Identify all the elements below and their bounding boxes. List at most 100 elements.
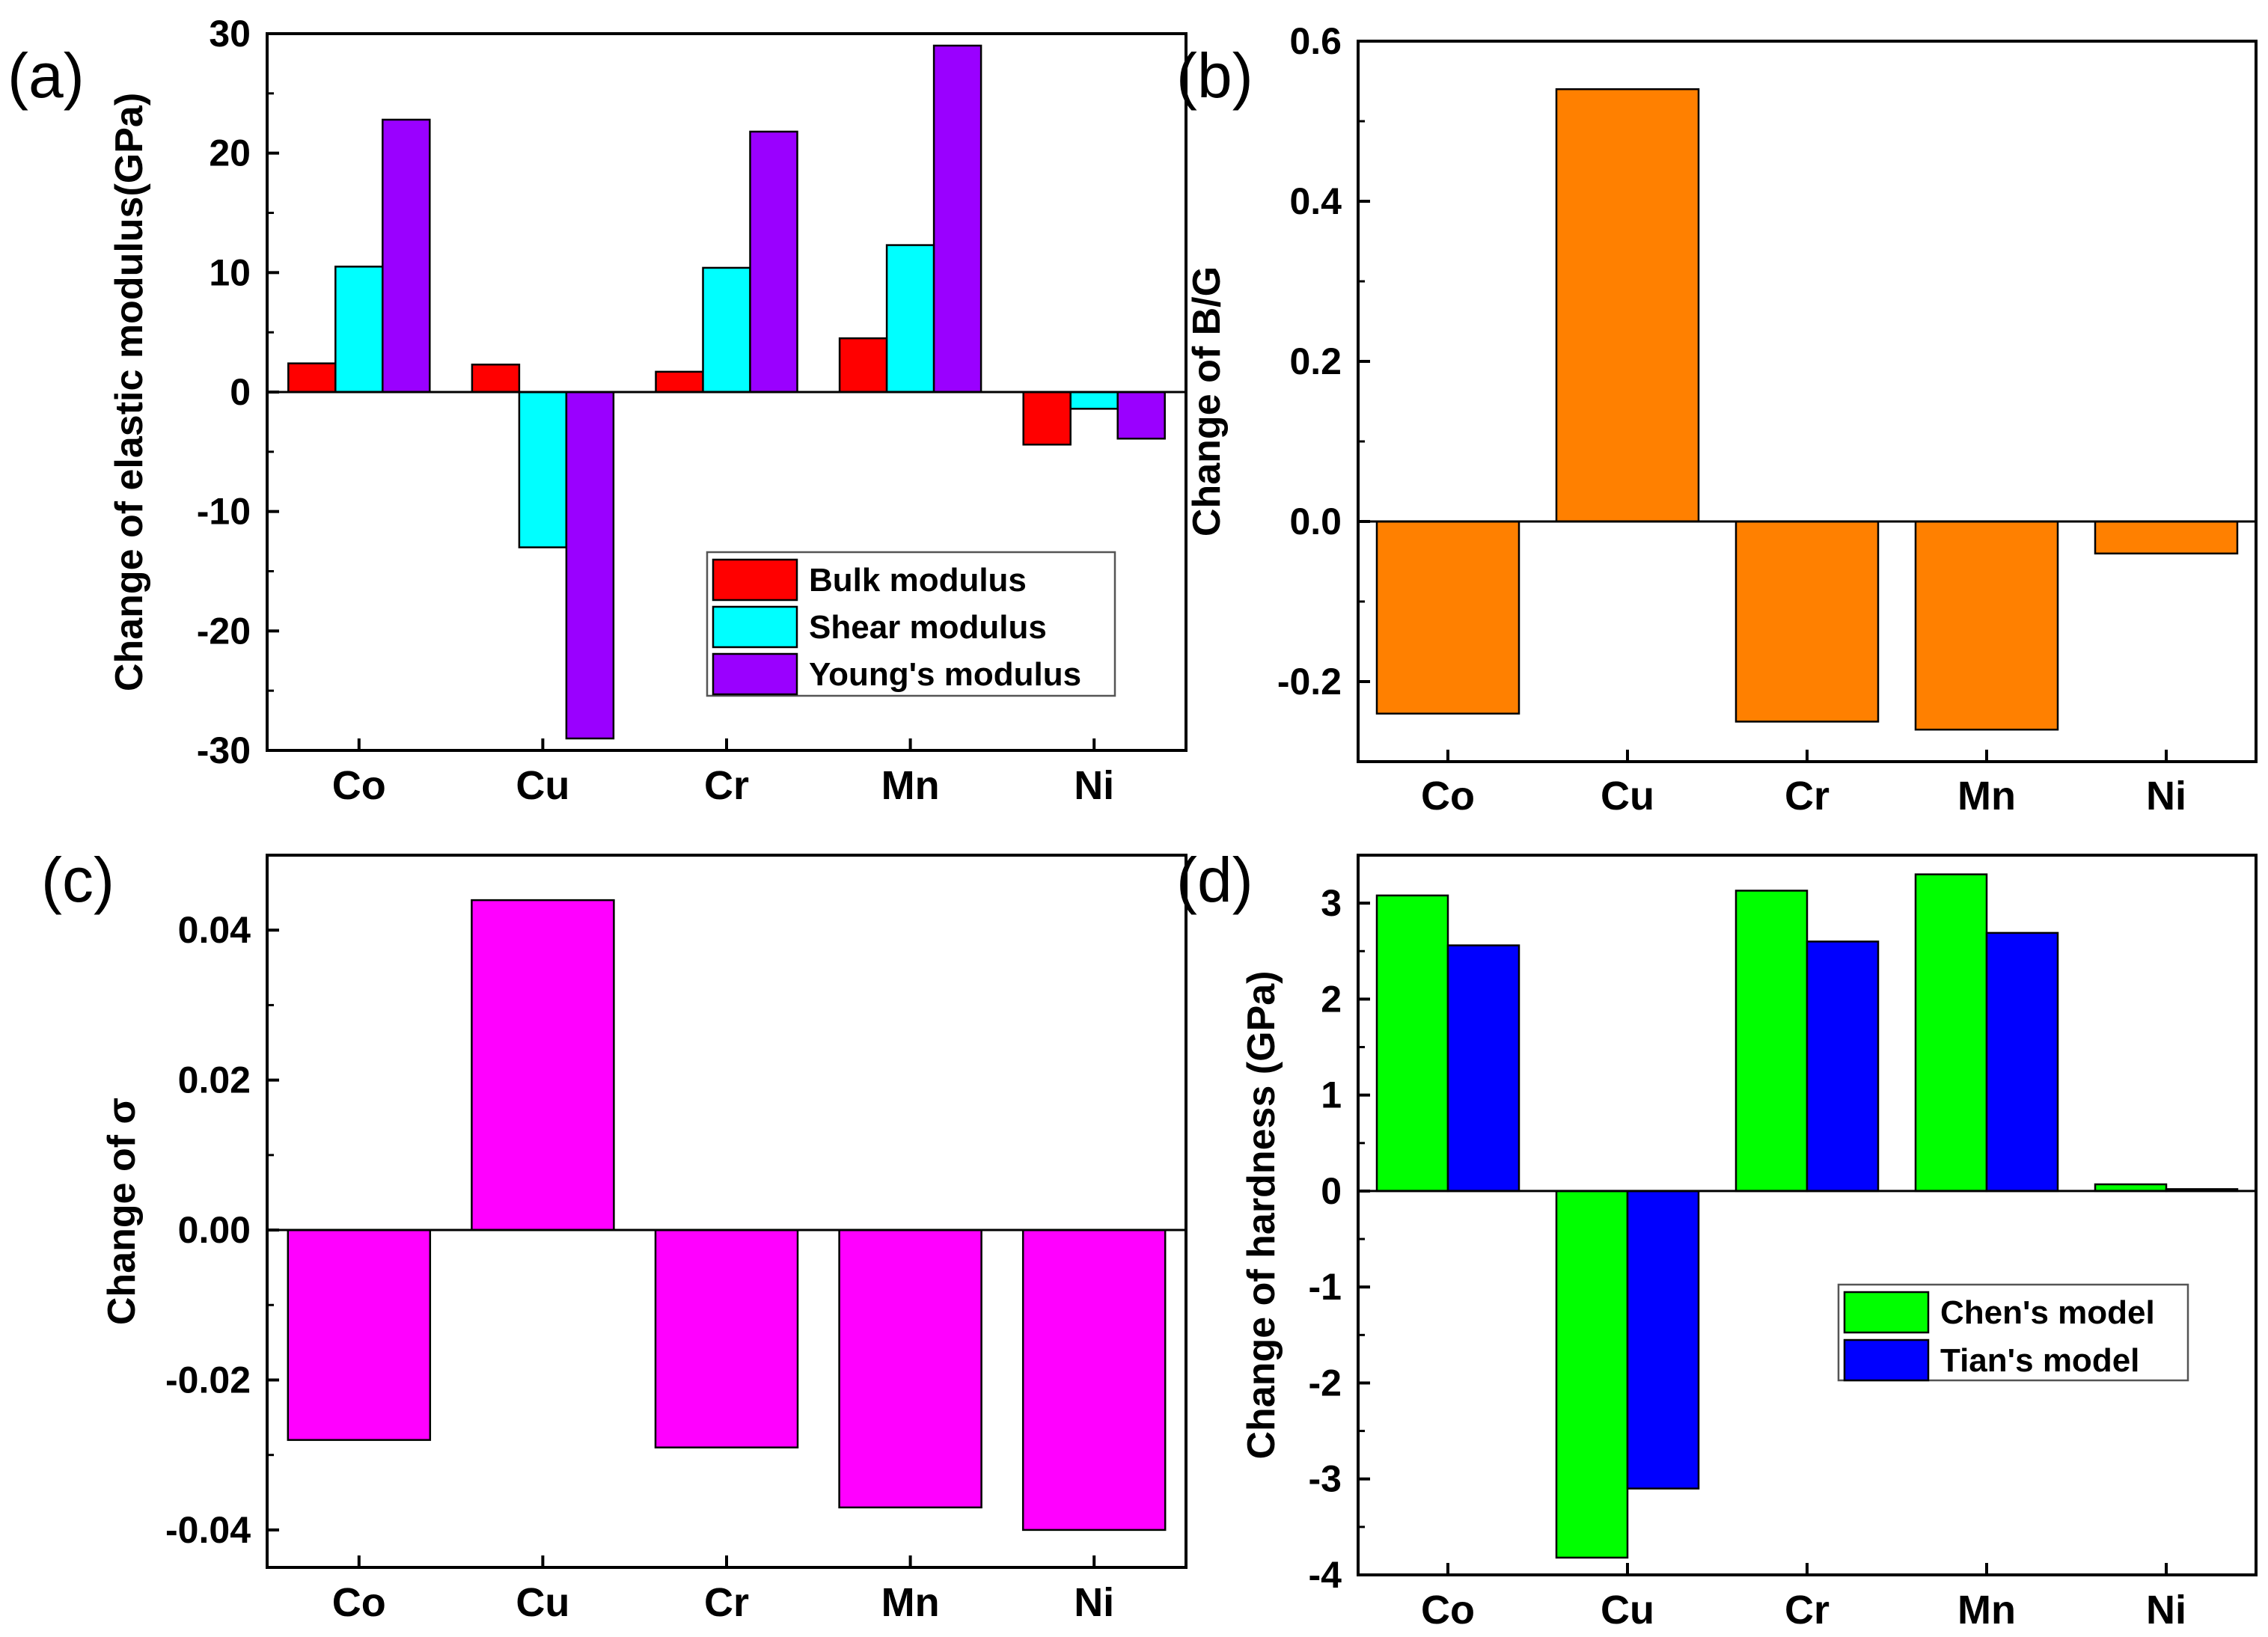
bar-cu-chen-s-model — [1555, 1190, 1629, 1559]
legend-label: Tian's model — [1940, 1342, 2139, 1379]
legend-swatch — [712, 652, 798, 696]
bar-cr-bulk-modulus — [655, 370, 704, 394]
bar-cu- — [471, 899, 615, 1231]
x-tick-label: Cu — [1601, 774, 1654, 818]
bar-cr-chen-s-model — [1734, 890, 1809, 1193]
bar-cu-young-s-modulus — [565, 391, 615, 740]
panel-label: (b) — [1176, 40, 1253, 111]
x-tick-label: Co — [332, 1580, 386, 1625]
y-tick-label: 2 — [1321, 978, 1342, 1020]
x-tick-label: Cr — [704, 1580, 749, 1625]
y-axis-title: Change of hardness (GPa) — [1240, 971, 1283, 1460]
y-tick-label: -10 — [197, 491, 251, 533]
bar-co-young-s-modulus — [382, 118, 431, 394]
x-tick-label: Mn — [1957, 774, 2016, 818]
y-tick-label: 30 — [209, 13, 251, 55]
y-tick-label: -30 — [197, 729, 251, 771]
y-tick-label: 10 — [209, 251, 251, 293]
bar-cu-b-g — [1555, 88, 1700, 523]
y-tick-label: -20 — [197, 610, 251, 652]
chart-panel-d: (d) -4 -3 -2 -1 0 1 2 3 Co Cu Cr Mn Ni Change of hardn… — [1176, 845, 2258, 1633]
bar-co-chen-s-model — [1375, 894, 1449, 1193]
x-tick-label: Cr — [1785, 774, 1830, 818]
bar-ni-b-g — [2094, 520, 2239, 555]
x-tick-label: Cu — [1601, 1588, 1654, 1633]
y-tick-label: 3 — [1321, 882, 1342, 924]
y-tick-label: 1 — [1321, 1074, 1342, 1116]
bar-mn-chen-s-model — [1914, 873, 1988, 1193]
legend-swatch — [1843, 1291, 1930, 1334]
x-tick-label: Cr — [1785, 1588, 1830, 1633]
bar-cu-bulk-modulus — [471, 364, 521, 394]
x-tick-label: Ni — [1074, 1580, 1114, 1625]
legend-swatch — [712, 605, 798, 649]
y-axis-title: Change of σ — [100, 1098, 144, 1325]
y-tick-label: 0.2 — [1289, 340, 1342, 382]
y-tick-label: 0 — [230, 371, 251, 413]
bar-ni-bulk-modulus — [1022, 391, 1072, 446]
bar-cu-shear-modulus — [518, 391, 568, 548]
y-tick-label: -2 — [1309, 1362, 1342, 1404]
y-tick-label: 0.04 — [178, 909, 251, 951]
legend-label: Bulk modulus — [809, 562, 1027, 599]
bar-cr-tian-s-model — [1806, 940, 1880, 1193]
bar-mn-young-s-modulus — [932, 44, 982, 394]
x-tick-label: Co — [1421, 1588, 1475, 1633]
y-tick-label: 0.0 — [1289, 501, 1342, 542]
legend-label: Young's modulus — [809, 656, 1081, 693]
legend-swatch — [1843, 1338, 1930, 1382]
bar-ni- — [1021, 1228, 1167, 1532]
x-tick-label: Mn — [881, 1580, 940, 1625]
bar-mn- — [838, 1228, 982, 1509]
x-tick-label: Cr — [704, 763, 749, 808]
bar-mn-bulk-modulus — [838, 337, 888, 394]
bar-cr- — [654, 1228, 799, 1448]
y-tick-label: 0.00 — [178, 1209, 251, 1251]
bar-cr-b-g — [1734, 520, 1880, 723]
chart-panel-c: (c) -0.04 -0.02 0.00 0.02 0.04 Co Cu Cr Mn Ni Chang… — [41, 845, 1188, 1625]
bar-cr-shear-modulus — [702, 266, 751, 394]
y-tick-label: 0.6 — [1289, 20, 1342, 62]
bar-cu-tian-s-model — [1626, 1190, 1700, 1490]
x-tick-label: Cu — [516, 763, 569, 808]
x-tick-label: Mn — [1957, 1588, 2016, 1633]
panel-label: (d) — [1176, 845, 1253, 915]
legend-label: Shear modulus — [809, 609, 1047, 646]
y-tick-label: 0.4 — [1289, 180, 1342, 222]
legend-swatch — [712, 558, 798, 602]
y-axis-title: Change of elastic modulus(GPa) — [108, 93, 151, 691]
x-tick-label: Ni — [2146, 774, 2186, 818]
legend: Chen's model Tian's model — [1837, 1283, 2189, 1382]
y-tick-label: -0.2 — [1277, 661, 1342, 703]
bar-co-bulk-modulus — [287, 362, 337, 394]
y-tick-label: -0.02 — [165, 1359, 251, 1401]
x-tick-label: Mn — [881, 763, 940, 808]
x-tick-label: Cu — [516, 1580, 569, 1625]
bar-co- — [287, 1228, 432, 1441]
panel-label: (c) — [41, 845, 114, 915]
y-tick-label: 20 — [209, 132, 251, 174]
y-tick-label: -3 — [1309, 1458, 1342, 1500]
y-axis-title: Change of B/G — [1185, 266, 1229, 536]
legend: Bulk modulus Shear modulus Young's modulus — [706, 551, 1116, 697]
bar-mn-tian-s-model — [1985, 931, 2059, 1193]
bar-cr-young-s-modulus — [749, 130, 798, 394]
chart-panel-b: (b) -0.2 0.0 0.2 0.4 0.6 Co Cu Cr Mn Ni Change of B… — [1176, 20, 2258, 818]
x-tick-label: Co — [1421, 774, 1475, 818]
x-tick-label: Co — [332, 763, 386, 808]
legend-label: Chen's model — [1940, 1294, 2155, 1331]
y-tick-label: -4 — [1309, 1554, 1342, 1596]
y-tick-label: -0.04 — [165, 1509, 251, 1551]
bar-ni-young-s-modulus — [1116, 391, 1166, 440]
y-tick-label: 0 — [1321, 1170, 1342, 1212]
bar-ni-shear-modulus — [1069, 391, 1119, 410]
bar-mn-b-g — [1914, 520, 2059, 731]
panel-label: (a) — [7, 40, 85, 111]
x-tick-label: Ni — [1074, 763, 1114, 808]
bar-co-tian-s-model — [1446, 944, 1520, 1193]
x-tick-label: Ni — [2146, 1588, 2186, 1633]
y-tick-label: 0.02 — [178, 1059, 251, 1101]
bar-mn-shear-modulus — [885, 244, 935, 394]
y-tick-label: -1 — [1309, 1266, 1342, 1308]
